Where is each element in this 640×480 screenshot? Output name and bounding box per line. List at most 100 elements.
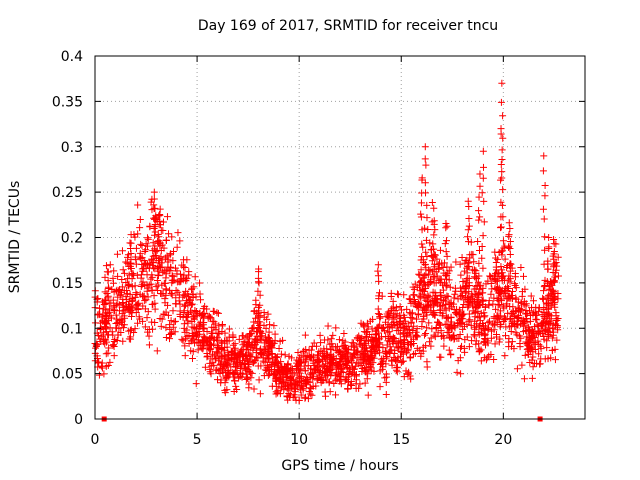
data-point [413, 283, 421, 291]
data-point [407, 338, 415, 346]
x-tick-labels: 0 5 10 15 20 [91, 432, 513, 448]
data-point [472, 323, 480, 331]
data-point [173, 278, 181, 286]
data-point [498, 146, 506, 154]
data-point [480, 197, 488, 205]
data-point [151, 305, 159, 313]
data-point [405, 295, 413, 303]
data-point [422, 308, 430, 316]
data-point [144, 235, 152, 243]
data-point [403, 332, 411, 340]
data-point [475, 247, 483, 255]
data-point [287, 391, 295, 399]
data-point [375, 335, 383, 343]
data-point [104, 331, 112, 339]
data-point [257, 335, 265, 343]
data-point [196, 330, 204, 338]
data-point [459, 278, 467, 286]
data-point [243, 355, 251, 363]
data-point [95, 371, 103, 379]
data-point [352, 342, 360, 350]
data-point [104, 283, 112, 291]
data-point [505, 219, 513, 227]
data-point [395, 344, 403, 352]
data-point [436, 275, 444, 283]
data-point [477, 282, 485, 290]
data-point [119, 266, 127, 274]
data-point [125, 297, 133, 305]
data-point [162, 334, 170, 342]
data-point [187, 347, 195, 355]
data-point [475, 216, 483, 224]
data-point [481, 331, 489, 339]
data-point [250, 385, 258, 393]
data-point [166, 335, 174, 343]
data-point [328, 358, 336, 366]
data-point [124, 281, 132, 289]
data-point [120, 269, 128, 277]
data-point [401, 343, 409, 351]
data-point [418, 277, 426, 285]
data-point [443, 314, 451, 322]
data-point [128, 275, 136, 283]
data-point [215, 330, 223, 338]
data-point [237, 347, 245, 355]
data-point [432, 295, 440, 303]
data-point [110, 306, 118, 314]
data-point [207, 345, 215, 353]
data-point [389, 340, 397, 348]
data-point [232, 351, 240, 359]
data-point [550, 292, 558, 300]
data-point [142, 246, 150, 254]
data-point [190, 283, 198, 291]
data-point [413, 315, 421, 323]
data-point [418, 286, 426, 294]
data-point [393, 343, 401, 351]
data-point [459, 325, 467, 333]
data-point [505, 343, 513, 351]
data-point [552, 309, 560, 317]
data-point [476, 182, 484, 190]
data-point [435, 277, 443, 285]
data-point [458, 312, 466, 320]
data-point [499, 302, 507, 310]
data-point [457, 370, 465, 378]
data-point [155, 254, 163, 262]
data-point [176, 270, 184, 278]
data-point [444, 314, 452, 322]
data-point [114, 293, 122, 301]
data-point [101, 323, 109, 331]
data-point [498, 201, 506, 209]
data-point [419, 343, 427, 351]
data-point [201, 302, 209, 310]
data-point [336, 357, 344, 365]
data-point [418, 226, 426, 234]
data-point [535, 341, 543, 349]
data-point [174, 288, 182, 296]
data-point [418, 318, 426, 326]
data-point [156, 242, 164, 250]
data-point [279, 371, 287, 379]
data-point [363, 333, 371, 341]
data-point [213, 335, 221, 343]
data-point [417, 266, 425, 274]
data-point [418, 253, 426, 261]
data-point [540, 152, 548, 160]
data-point [171, 328, 179, 336]
data-point [96, 304, 104, 312]
data-point [140, 292, 148, 300]
data-point [550, 263, 558, 271]
data-point [492, 305, 500, 313]
data-point [294, 362, 302, 370]
data-point [498, 168, 506, 176]
data-point [447, 350, 455, 358]
data-point [302, 393, 310, 401]
data-point [405, 325, 413, 333]
data-point [506, 260, 514, 268]
data-point [383, 352, 391, 360]
data-point [391, 346, 399, 354]
data-point [332, 343, 340, 351]
data-point [467, 321, 475, 329]
data-point [428, 252, 436, 260]
data-point [155, 237, 163, 245]
